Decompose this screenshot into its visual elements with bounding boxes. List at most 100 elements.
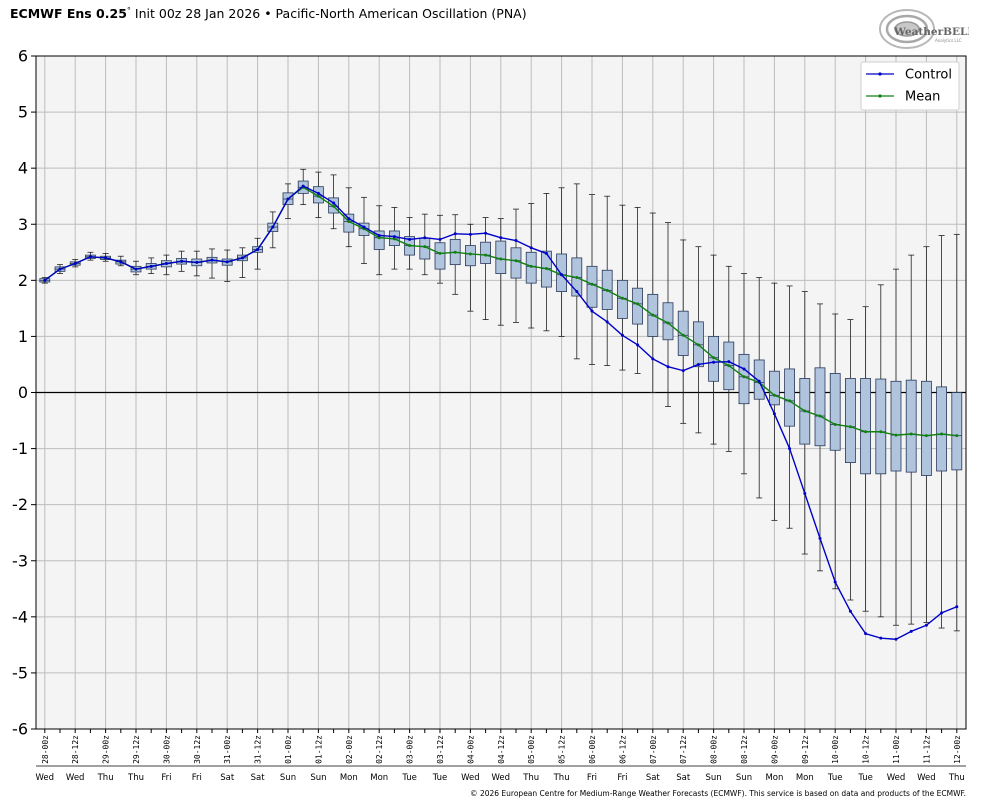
x-tick-label: 01-12z — [314, 735, 323, 764]
mean-point — [423, 245, 427, 249]
ensemble-box-whisker — [373, 205, 385, 276]
mean-point — [848, 425, 852, 429]
x-day-label: Thu — [97, 773, 114, 783]
iqr-box — [921, 380, 932, 476]
control-point — [58, 267, 62, 271]
ensemble-box-whisker — [890, 268, 902, 626]
x-day-label: Wed — [917, 773, 936, 783]
mean-point — [696, 343, 700, 347]
y-tick-label: -2 — [12, 495, 28, 514]
control-point — [909, 629, 913, 633]
control-point — [636, 343, 640, 347]
x-day-label: Wed — [66, 773, 85, 783]
control-point — [73, 262, 77, 266]
ensemble-box-whisker — [753, 277, 765, 499]
mean-point — [347, 219, 351, 223]
control-point — [940, 611, 944, 615]
control-point — [392, 235, 396, 239]
x-tick-label: 29-12z — [132, 735, 141, 764]
ensemble-box-whisker — [662, 222, 674, 407]
iqr-box — [738, 353, 750, 405]
copyright-footer: © 2026 European Centre for Medium-Range … — [470, 789, 966, 798]
x-tick-label: 02-00z — [345, 735, 354, 764]
control-point — [438, 237, 442, 241]
y-tick-label: 2 — [18, 271, 28, 290]
mean-point — [484, 253, 488, 257]
control-point — [316, 191, 320, 195]
control-point — [225, 260, 229, 264]
ensemble-box-whisker — [845, 319, 856, 601]
x-day-label: Sun — [310, 773, 326, 783]
x-tick-label: 04-00z — [466, 735, 475, 764]
ensemble-box-whisker — [556, 187, 567, 337]
x-day-label: Sat — [220, 773, 235, 783]
iqr-box — [936, 386, 947, 472]
x-day-label: Thu — [948, 773, 965, 783]
mean-point — [727, 364, 731, 368]
x-day-label: Sun — [736, 773, 752, 783]
x-tick-label: 10-12z — [862, 735, 871, 764]
mean-point — [772, 393, 776, 397]
x-day-label: Sun — [706, 773, 722, 783]
mean-point — [620, 296, 624, 300]
control-point — [575, 290, 579, 294]
legend-mean-marker — [878, 94, 882, 98]
mean-point — [408, 244, 412, 248]
x-day-label: Sat — [646, 773, 661, 783]
mean-point — [332, 204, 336, 208]
control-point — [712, 360, 716, 364]
x-tick-label: 01-00z — [284, 735, 293, 764]
control-point — [803, 491, 807, 495]
iqr-box — [373, 230, 385, 250]
ensemble-box-whisker — [677, 239, 689, 424]
control-point — [43, 278, 47, 282]
iqr-box — [464, 245, 476, 267]
iqr-box — [905, 379, 917, 473]
iqr-box — [662, 302, 674, 341]
x-tick-label: 11-12z — [922, 735, 931, 764]
mean-point — [438, 251, 442, 255]
control-point — [727, 360, 731, 364]
ensemble-box-whisker — [784, 285, 795, 529]
control-point — [499, 236, 503, 240]
x-day-label: Sat — [676, 773, 691, 783]
x-day-label: Tue — [827, 773, 843, 783]
x-day-label: Mon — [340, 773, 358, 783]
mean-point — [392, 237, 396, 241]
control-point — [453, 232, 457, 236]
x-day-label: Tue — [857, 773, 873, 783]
title-model: ECMWF Ens 0.25 — [10, 6, 127, 22]
mean-point — [651, 313, 655, 317]
ensemble-box-whisker — [632, 207, 643, 374]
x-tick-label: 29-00z — [102, 735, 111, 764]
x-day-label: Mon — [765, 773, 783, 783]
ensemble-box-whisker — [814, 303, 826, 572]
control-point — [696, 362, 700, 366]
control-point — [544, 251, 548, 255]
logo-subtext: Analytics LLC — [935, 38, 962, 43]
x-tick-label: 09-12z — [801, 735, 810, 764]
y-tick-label: -6 — [12, 720, 28, 739]
control-point — [484, 231, 488, 235]
series-lines — [43, 184, 959, 641]
mean-point — [453, 250, 457, 254]
control-point — [180, 259, 184, 263]
control-point — [864, 632, 868, 636]
iqr-box — [845, 378, 856, 464]
x-day-label: Sat — [251, 773, 266, 783]
control-point — [286, 197, 290, 201]
y-tick-label: 6 — [18, 47, 28, 66]
x-day-label: Thu — [553, 773, 570, 783]
x-tick-label: 10-00z — [831, 735, 840, 764]
control-point — [271, 225, 275, 229]
iqr-box — [677, 310, 689, 356]
ensemble-box-whisker — [480, 217, 492, 320]
iqr-box — [434, 242, 446, 270]
mean-point — [712, 356, 716, 360]
y-tick-label: 4 — [18, 159, 28, 178]
x-tick-label: 07-12z — [679, 735, 688, 764]
x-day-label: Thu — [522, 773, 539, 783]
y-tick-label: -4 — [12, 607, 28, 626]
control-point — [301, 184, 305, 188]
